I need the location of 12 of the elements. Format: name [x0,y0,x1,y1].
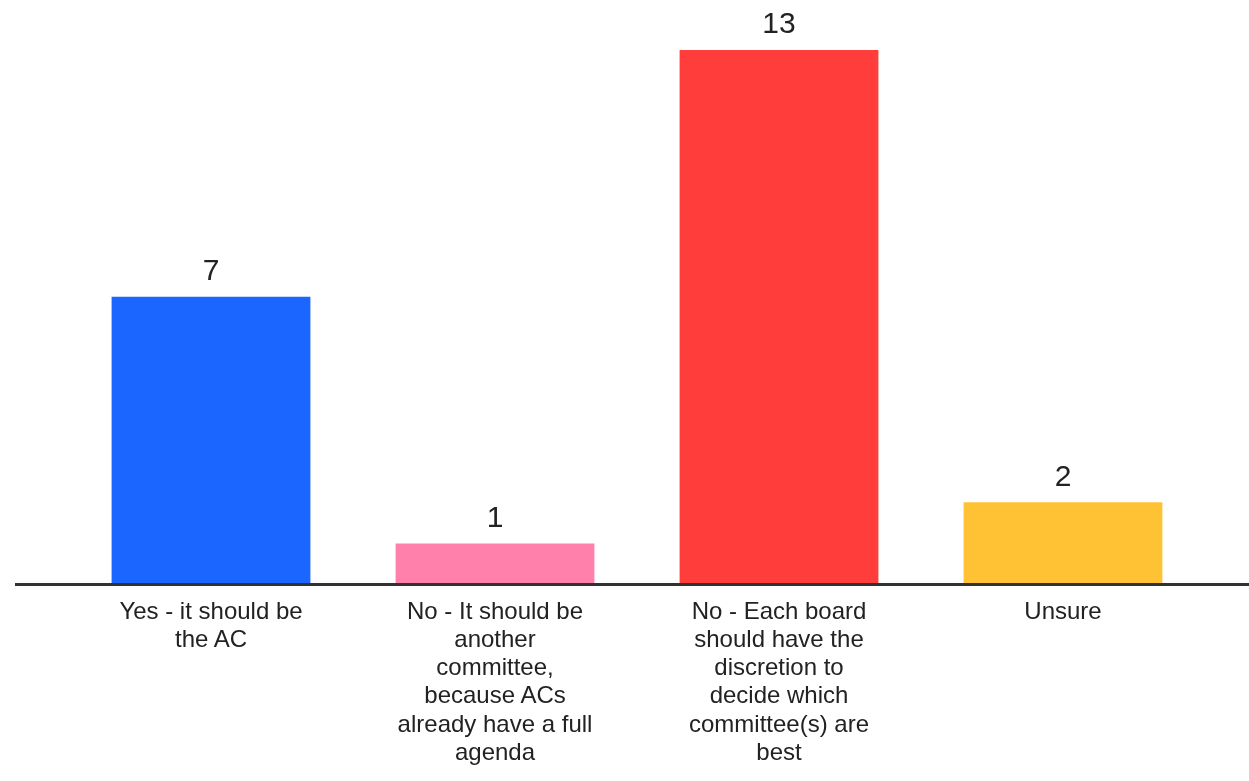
x-tick-label: Yes - it should be the AC [119,597,303,653]
bar [679,50,879,585]
bar [963,502,1163,585]
x-tick-label: No - Each board should have the discretion to decide which committee(s) are best [688,597,870,765]
bar [395,543,595,585]
data-label: 13 [762,6,796,40]
x-tick-label: No - It should be another committee, because ACs already have a full agenda [397,597,593,765]
data-label: 1 [486,499,504,533]
bar [111,296,311,585]
x-tick-label: Unsure [1024,597,1102,625]
data-label: 7 [202,252,220,286]
data-label: 2 [1054,458,1072,492]
